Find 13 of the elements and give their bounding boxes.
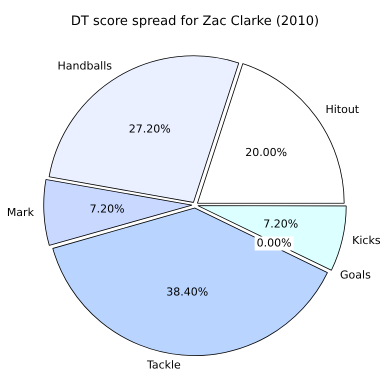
slice-label: Handballs [57, 60, 112, 73]
slice-label: Tackle [146, 358, 182, 372]
text: 0.00% [256, 236, 292, 250]
chart-title: DT score spread for Zac Clarke (2010) [70, 14, 320, 29]
data-label: 27.20% [128, 122, 171, 136]
slice-label: Kicks [352, 234, 381, 248]
data-label: 7.20% [263, 218, 298, 231]
data-label: 7.20% [90, 202, 125, 216]
slice-label: Mark [6, 206, 35, 219]
slice-label: Hitout [325, 103, 360, 116]
category-label: Goals [340, 268, 371, 282]
data-label: 38.40% [166, 285, 208, 298]
data-label: 20.00% [245, 146, 288, 160]
